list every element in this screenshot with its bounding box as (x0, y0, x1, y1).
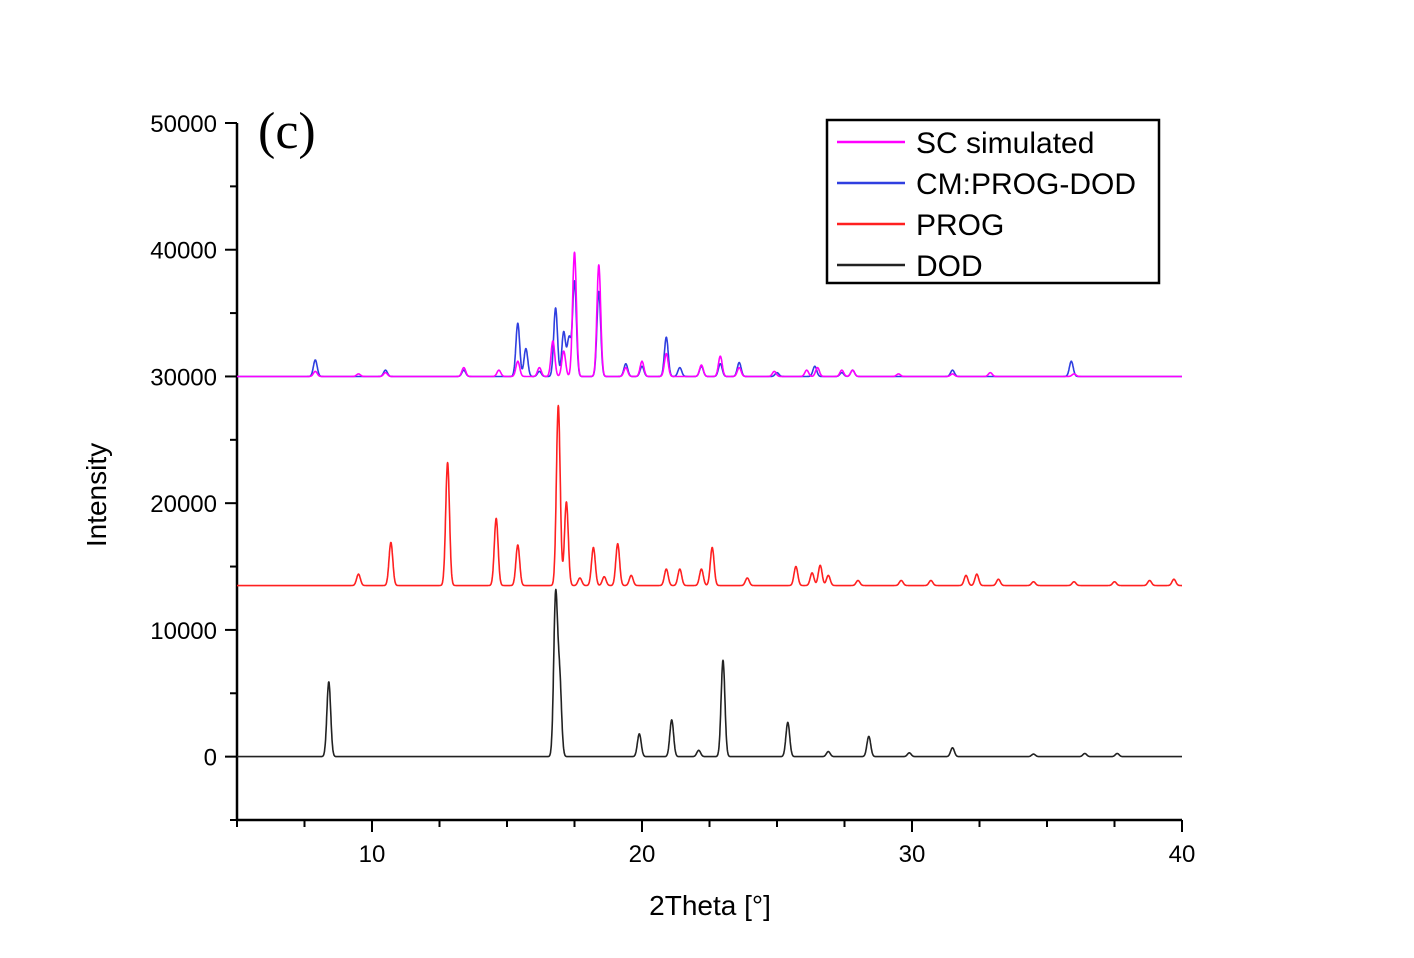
y-tick-label: 0 (204, 745, 217, 772)
legend-label-dod: DOD (916, 250, 983, 283)
y-tick-label: 50000 (150, 111, 217, 138)
y-tick-label: 40000 (150, 238, 217, 265)
series-line-dod (236, 588, 1183, 758)
legend-label-sc-simulated: SC simulated (916, 127, 1094, 160)
legend-box (825, 118, 1161, 285)
axes: 10 20 30 40 0 10000 20000 30000 40000 50000 (150, 111, 1195, 868)
legend-label-cm-prog-dod: CM:PROG-DOD (916, 168, 1136, 201)
x-tick-label: 30 (899, 841, 926, 868)
legend-label-prog: PROG (916, 209, 1004, 242)
x-tick-label: 40 (1169, 841, 1196, 868)
series-line-prog (236, 404, 1183, 587)
series-line-sc-simulated (236, 251, 1183, 378)
y-tick-label: 10000 (150, 618, 217, 645)
y-axis-title: Intensity (81, 443, 112, 547)
x-tick-label: 20 (629, 841, 656, 868)
series-layer (236, 251, 1183, 758)
y-tick-label: 30000 (150, 364, 217, 391)
legend: SC simulated CM:PROG-DOD PROG DOD (825, 118, 1161, 285)
y-tick-label: 20000 (150, 491, 217, 518)
x-axis-title: 2Theta [°] (649, 890, 771, 921)
panel-label: (c) (258, 103, 316, 160)
x-tick-label: 10 (359, 841, 386, 868)
series-line-cm-prog-dod (236, 280, 1183, 378)
